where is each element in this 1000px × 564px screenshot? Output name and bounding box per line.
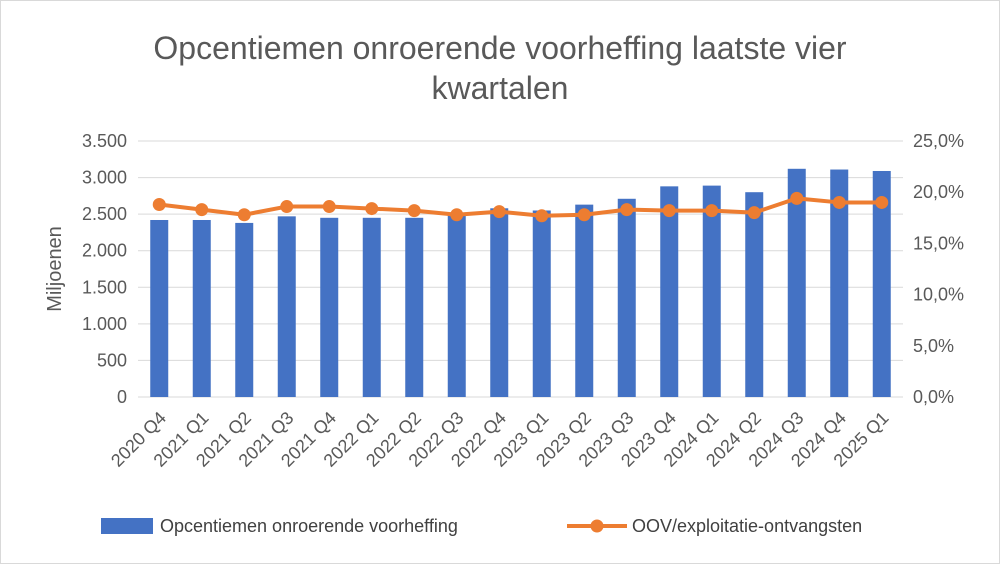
left-tick-label: 3.500 [82,131,127,151]
chart-title-line: Opcentiemen onroerende voorheffing laats… [153,30,847,66]
left-tick-label: 3.000 [82,168,127,188]
line-point [492,205,506,219]
y-axis-title-text: Miljoenen [44,226,66,312]
right-tick-label: 10,0% [913,285,964,305]
line-point [152,197,166,211]
left-tick-label: 1.500 [82,277,127,297]
bar [150,219,169,397]
left-tick-label: 2.000 [82,241,127,261]
right-tick-label: 5,0% [913,336,954,356]
y-axis-title: Miljoenen [44,226,66,312]
bar [575,204,594,397]
bar [277,216,296,397]
line-point [322,200,336,214]
chart-title-line: kwartalen [432,70,569,106]
bar [660,186,679,397]
bar [702,185,721,397]
line-point [577,208,591,222]
line-point [280,200,294,214]
left-tick-label: 0 [117,387,127,407]
bar [617,198,636,397]
bar [192,219,211,397]
line-point [237,208,251,222]
line-point [535,209,549,223]
bar [447,214,466,397]
right-tick-label: 15,0% [913,233,964,253]
line-series [152,191,889,223]
bar [532,210,551,397]
left-tick-label: 500 [97,350,127,370]
bar [362,217,381,397]
line-point [875,195,889,209]
line-point [365,202,379,216]
left-tick-label: 1.000 [82,314,127,334]
bar [235,222,254,397]
legend-bar-label: Opcentiemen onroerende voorheffing [160,516,458,536]
bar [320,217,339,397]
bar [872,170,891,397]
legend-bar-swatch [101,518,153,534]
right-axis-ticks: 0,0% 5,0% 10,0% 15,0% 20,0% 25,0% [913,131,964,407]
right-tick-label: 20,0% [913,182,964,202]
line-point [790,191,804,205]
bar [405,217,424,397]
legend-line-marker [590,519,604,533]
bar [490,208,509,397]
chart-title: Opcentiemen onroerende voorheffing laats… [153,30,847,106]
line-path [159,196,882,218]
line-point [195,203,209,217]
bar-series [150,168,891,397]
line-point [407,204,421,218]
line-point [662,204,676,218]
left-tick-label: 2.500 [82,204,127,224]
bar [830,169,849,397]
line-point [450,208,464,222]
line-point [832,195,846,209]
bar [787,168,806,397]
line-point [705,204,719,218]
right-tick-label: 25,0% [913,131,964,151]
line-point [620,203,634,217]
line-point [747,206,761,220]
legend-line-label: OOV/exploitatie-ontvangsten [632,516,862,536]
left-axis-ticks: 0 500 1.000 1.500 2.000 2.500 3.000 3.500 [82,131,127,407]
bar [745,192,764,397]
right-tick-label: 0,0% [913,387,954,407]
legend: Opcentiemen onroerende voorheffing OOV/ex… [101,516,862,536]
